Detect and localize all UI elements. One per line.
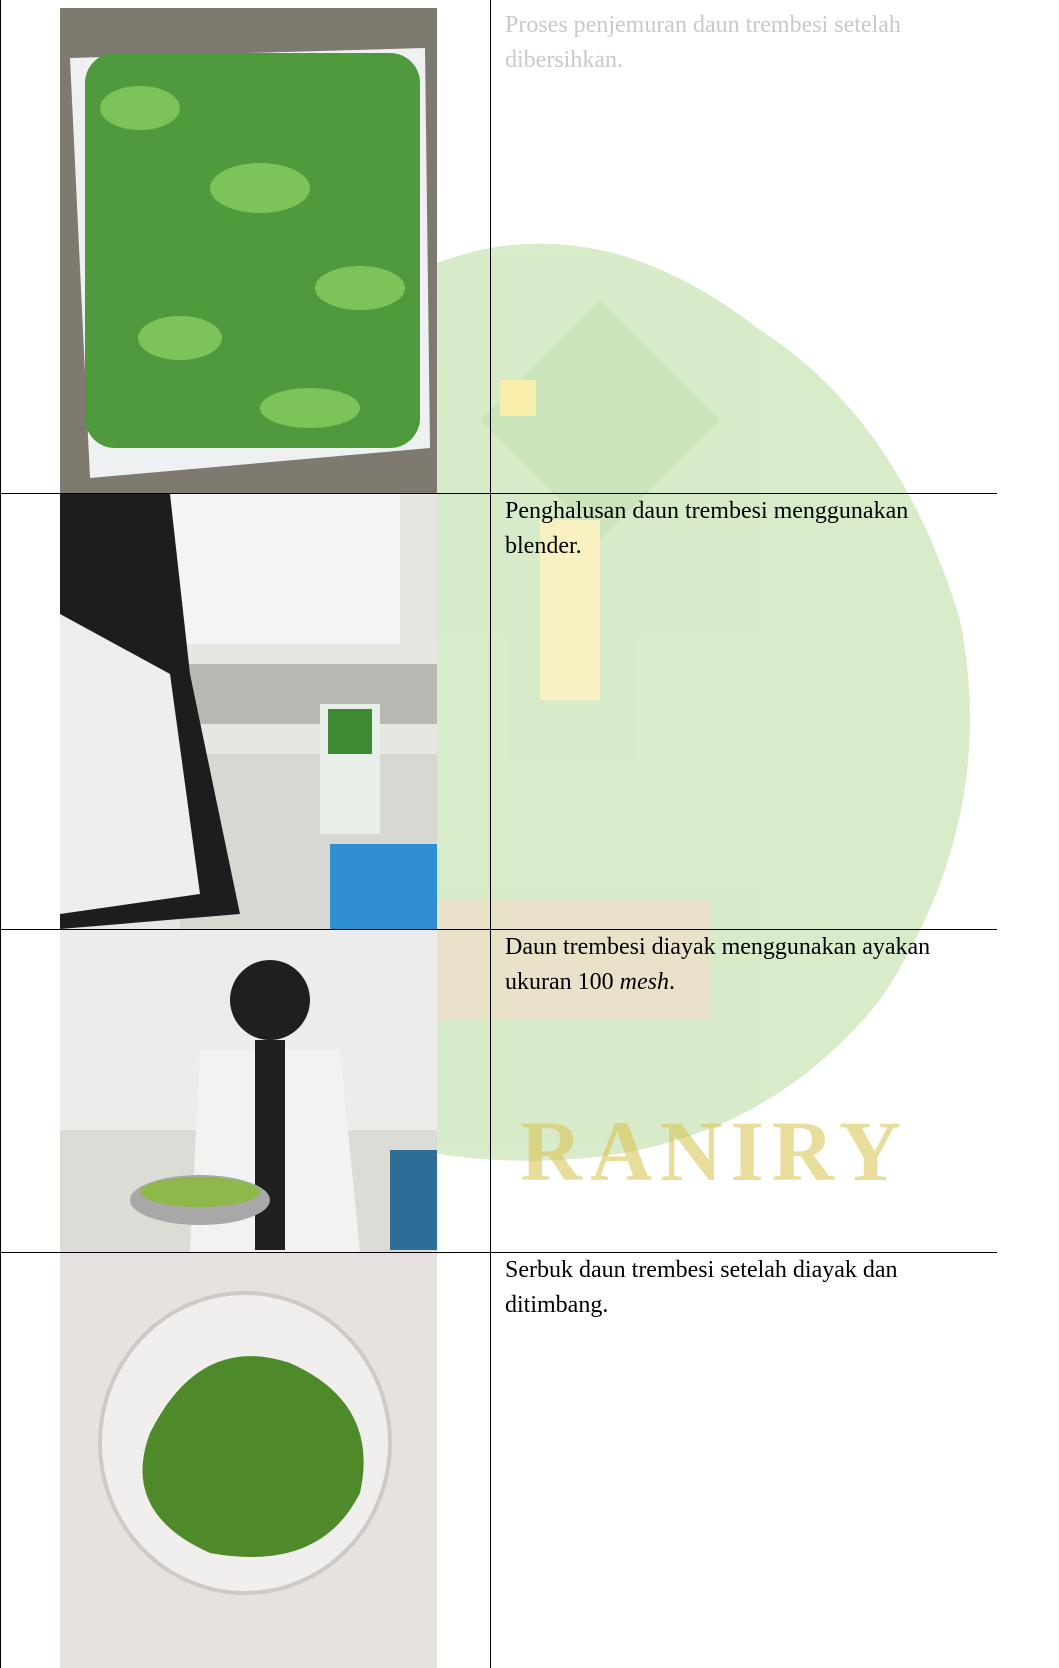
caption-text: Penghalusan daun trembesi menggunakan bl… bbox=[505, 498, 909, 559]
table-border bbox=[490, 0, 491, 1668]
table-border bbox=[0, 929, 997, 930]
photo-blender bbox=[60, 494, 437, 929]
table-border bbox=[0, 0, 1, 1668]
photo-sieving bbox=[60, 930, 437, 1252]
caption-text: Serbuk daun trembesi setelah diayak dan … bbox=[505, 1257, 898, 1318]
caption-text: mesh bbox=[619, 969, 669, 995]
watermark-text: RANIRY bbox=[520, 1103, 909, 1199]
caption: Penghalusan daun trembesi menggunakan bl… bbox=[505, 494, 975, 564]
caption: Daun trembesi diayak menggunakan ayakan … bbox=[505, 930, 975, 1000]
caption-text: Daun trembesi diayak menggunakan ayakan … bbox=[505, 934, 931, 995]
table-border bbox=[0, 493, 997, 494]
caption: Proses penjemuran daun trembesi setelah … bbox=[505, 8, 975, 78]
table-border bbox=[0, 1252, 997, 1253]
caption: Serbuk daun trembesi setelah diayak dan … bbox=[505, 1253, 975, 1323]
caption-text: . bbox=[668, 969, 675, 995]
photo-drying-leaves bbox=[60, 8, 437, 493]
photo-powder bbox=[60, 1253, 437, 1668]
caption-text: Proses penjemuran daun trembesi setelah … bbox=[505, 12, 901, 73]
